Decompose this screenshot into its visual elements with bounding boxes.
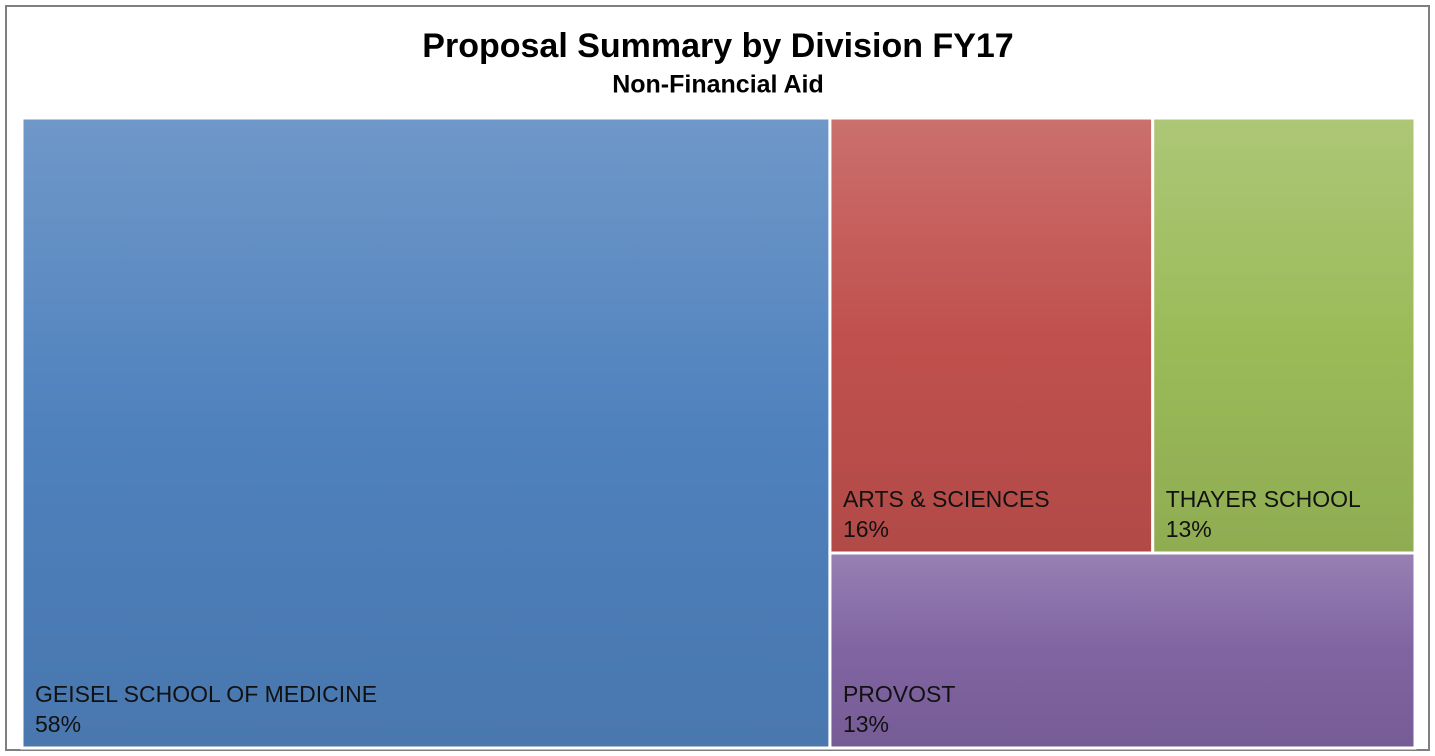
cell-value-label: 58% [35, 711, 81, 737]
cell-name-label: PROVOST [843, 681, 955, 707]
cell-name-label: ARTS & SCIENCES [843, 486, 1050, 512]
cell-name-label: GEISEL SCHOOL OF MEDICINE [35, 681, 377, 707]
chart-subtitle: Non-Financial Aid [612, 71, 824, 99]
treemap-cell [828, 116, 1155, 555]
treemap-cell [828, 551, 1417, 750]
cell-value-label: 16% [843, 516, 889, 542]
cell-name-label: THAYER SCHOOL [1166, 486, 1361, 512]
treemap-cell [1151, 116, 1417, 555]
cell-value-label: 13% [1166, 516, 1212, 542]
cell-value-label: 13% [843, 711, 889, 737]
chart-title: Proposal Summary by Division FY17 [422, 27, 1013, 65]
treemap-cell [20, 116, 832, 750]
